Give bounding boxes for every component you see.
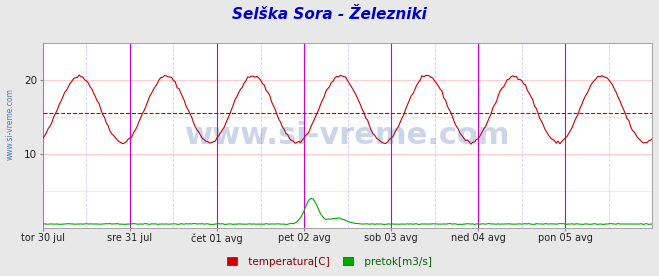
- Legend:  temperatura[C],  pretok[m3/s]: temperatura[C], pretok[m3/s]: [223, 253, 436, 271]
- Text: Selška Sora - Železniki: Selška Sora - Železniki: [232, 7, 427, 22]
- Text: www.si-vreme.com: www.si-vreme.com: [5, 88, 14, 160]
- Text: www.si-vreme.com: www.si-vreme.com: [185, 121, 510, 150]
